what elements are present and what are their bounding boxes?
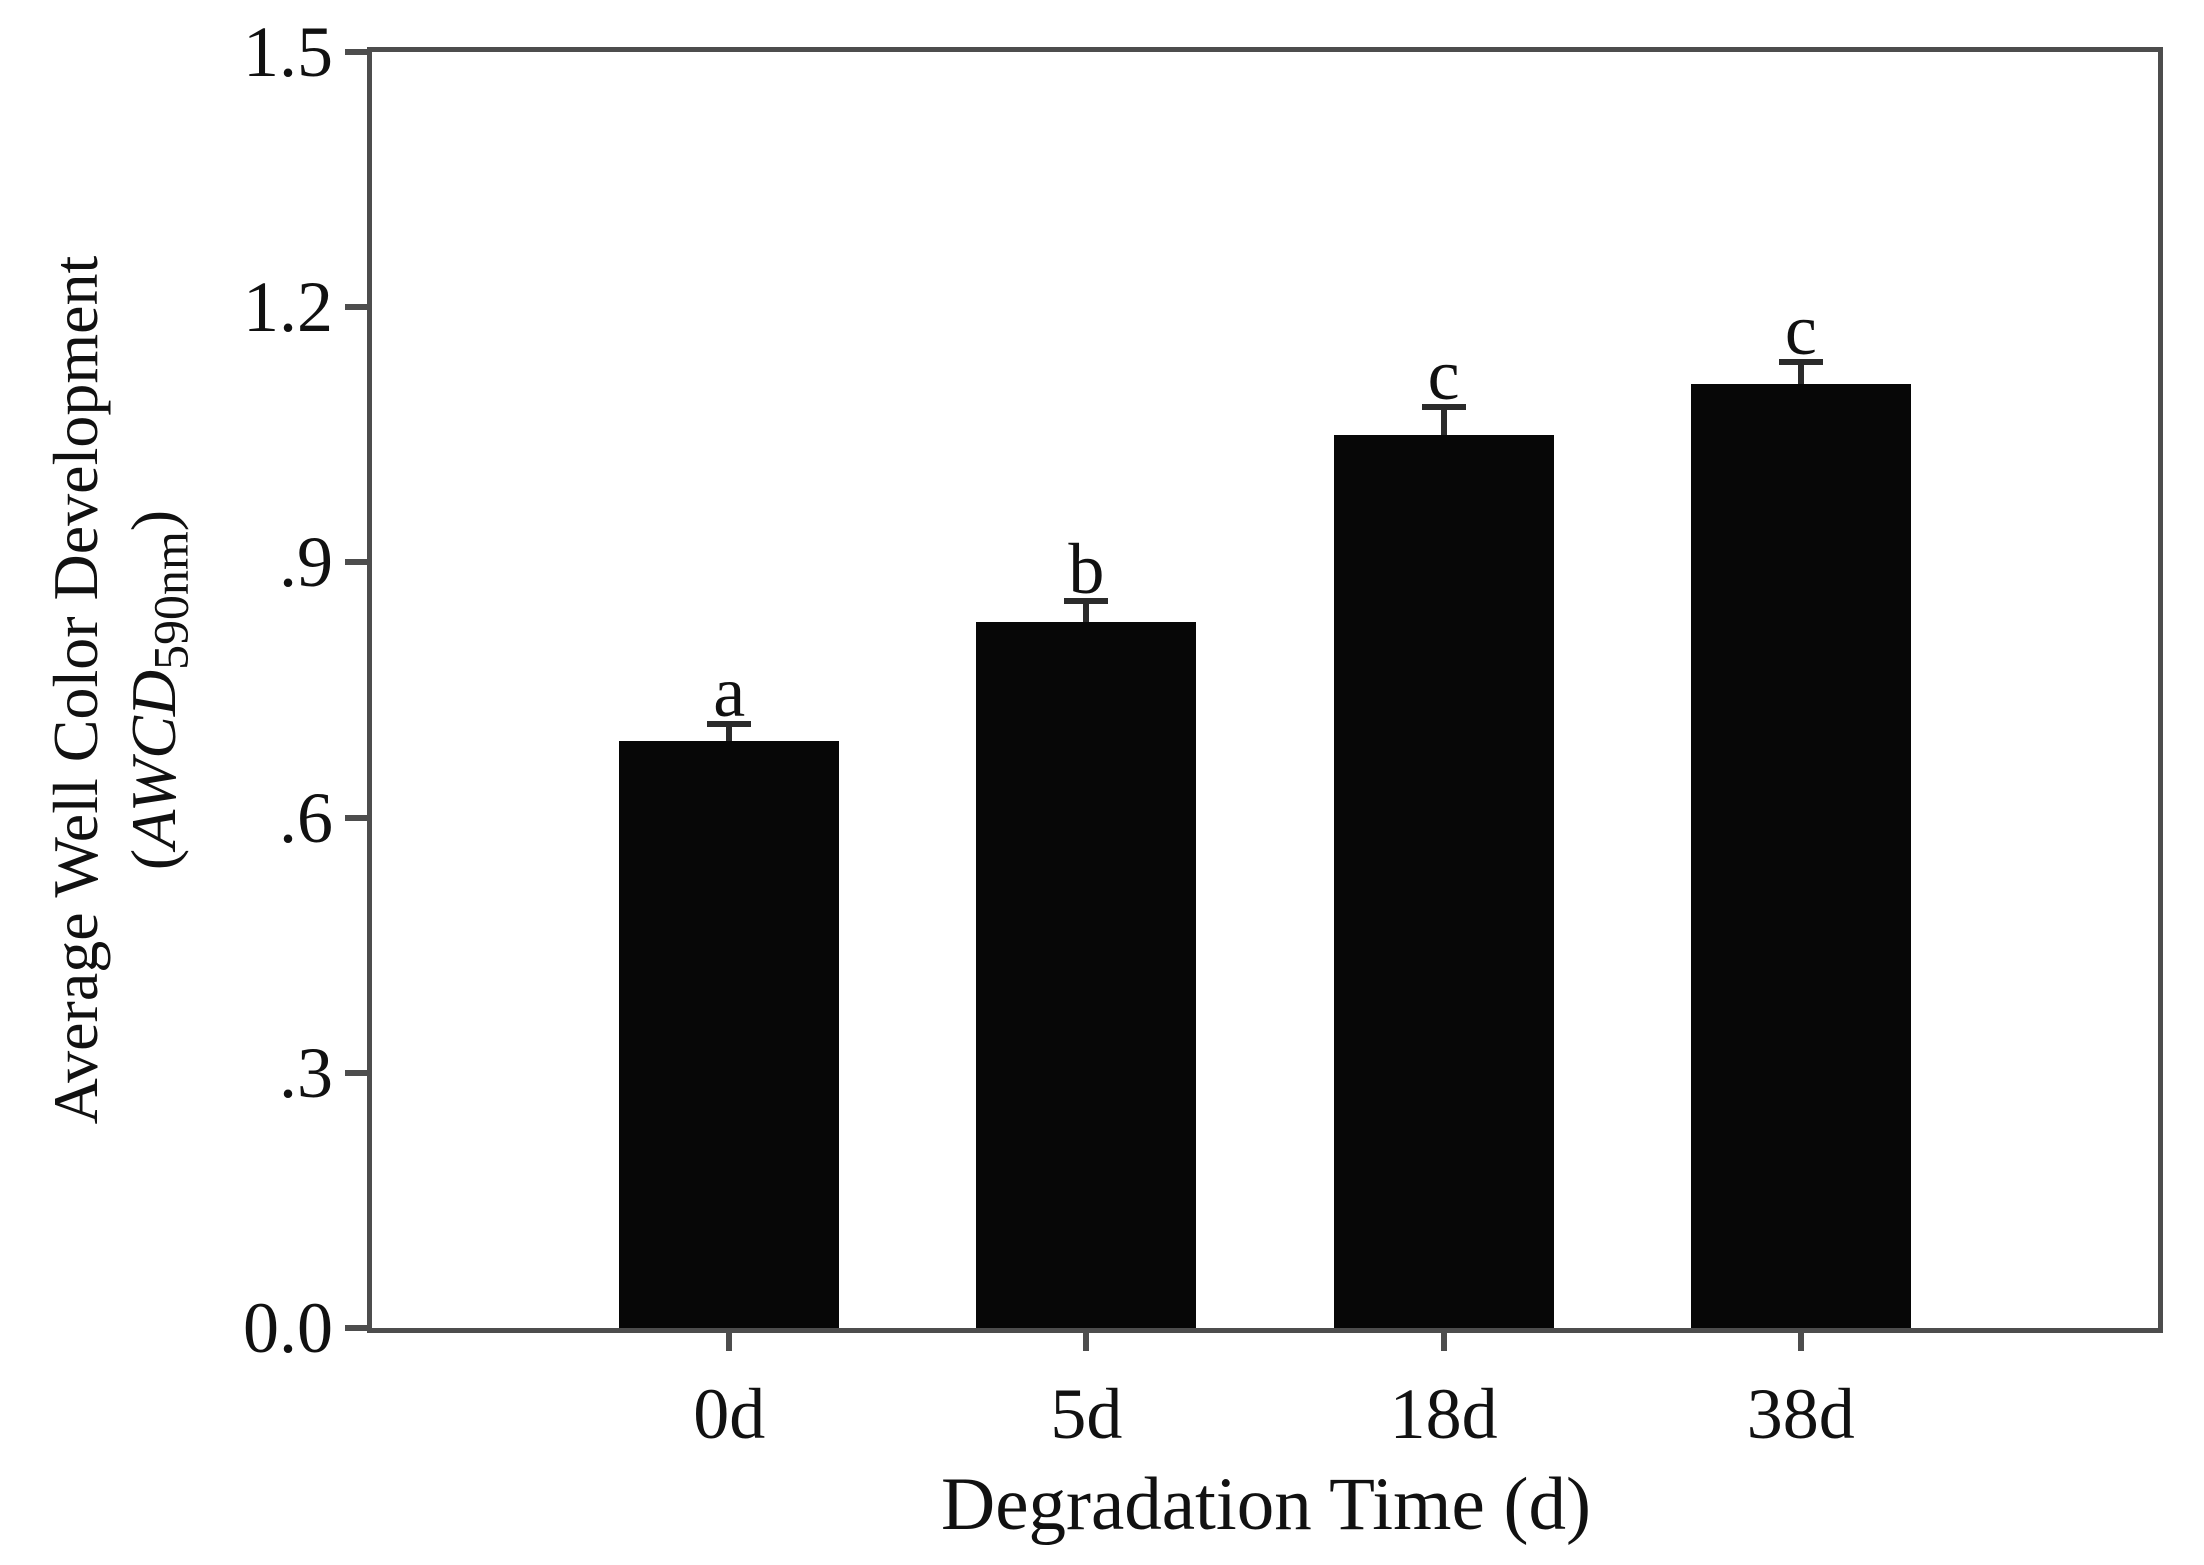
- error-bar-stem-0d: [726, 724, 733, 742]
- error-bar-stem-38d: [1797, 361, 1804, 384]
- error-bar-cap-38d: [1778, 358, 1823, 365]
- x-axis-tick-label: 18d: [1389, 1374, 1498, 1454]
- significance-letter-0d: a: [713, 652, 746, 733]
- y-axis-title-line2: (AWCD590nm): [115, 256, 198, 1125]
- bar-0d: [619, 741, 840, 1328]
- y-axis-tick: [345, 49, 367, 55]
- bar-18d: [1333, 434, 1554, 1328]
- bar-38d: [1690, 383, 1911, 1328]
- y-axis-title-line1: Average Well Color Development: [40, 255, 111, 1125]
- x-axis-tick-label: 5d: [1050, 1374, 1123, 1454]
- x-axis-tick: [726, 1333, 733, 1351]
- y-axis-tick-label: 1.5: [243, 12, 333, 92]
- y-axis-tick: [345, 1325, 367, 1331]
- y-axis-tick: [345, 559, 367, 566]
- y-axis-tick-label: .6: [279, 777, 333, 858]
- error-bar-cap-18d: [1421, 403, 1466, 410]
- y-axis-tick-label: .9: [279, 522, 333, 603]
- y-axis-title: Average Well Color Development (AWCD590n…: [37, 255, 198, 1125]
- y-axis-tick-label: 0.0: [243, 1288, 333, 1368]
- y-axis-tick-label: 1.2: [243, 267, 333, 348]
- x-axis-tick: [1083, 1333, 1090, 1351]
- y-axis-tick: [345, 304, 367, 311]
- significance-letter-18d: c: [1427, 334, 1460, 415]
- y-axis-tick: [345, 1069, 367, 1076]
- error-bar-stem-18d: [1440, 406, 1447, 435]
- error-bar-stem-5d: [1083, 600, 1090, 622]
- y-axis-tick-label: .3: [279, 1032, 333, 1113]
- y-axis-tick: [345, 814, 367, 821]
- significance-letter-38d: c: [1784, 289, 1817, 370]
- plot-area: a b c c: [367, 47, 2163, 1333]
- significance-letter-5d: b: [1068, 528, 1105, 609]
- error-bar-cap-0d: [707, 721, 752, 728]
- x-axis-title: Degradation Time (d): [941, 1463, 1591, 1546]
- x-axis-tick: [1440, 1333, 1447, 1351]
- error-bar-cap-5d: [1064, 597, 1109, 604]
- x-axis-tick: [1797, 1333, 1804, 1351]
- x-axis-tick-label: 0d: [693, 1374, 766, 1454]
- bar-5d: [976, 621, 1197, 1328]
- x-axis-tick-label: 38d: [1746, 1374, 1855, 1454]
